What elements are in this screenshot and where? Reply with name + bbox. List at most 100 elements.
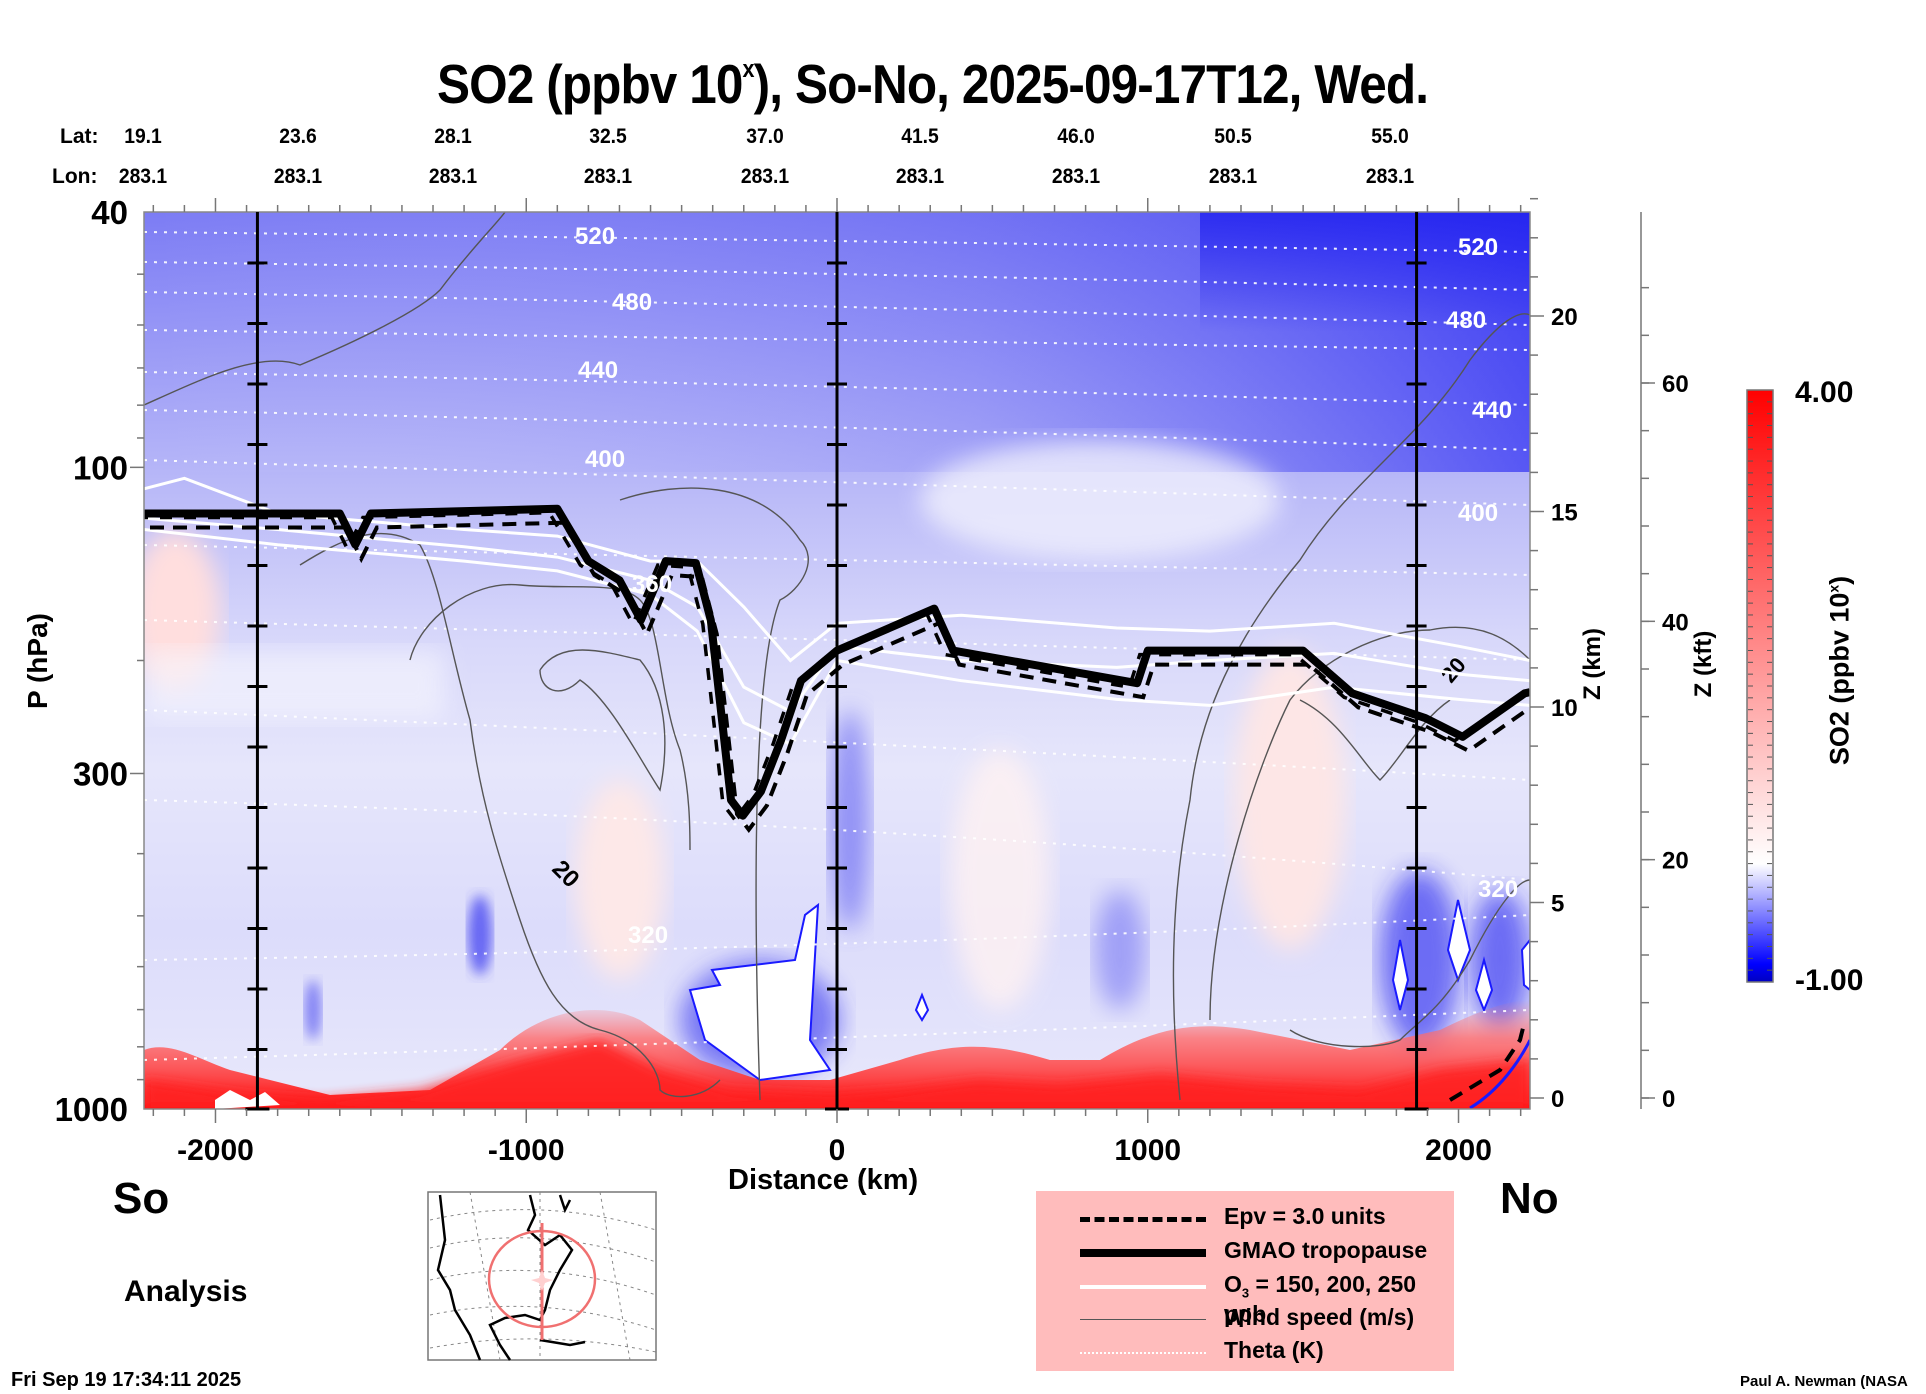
- lon-value: 283.1: [118, 165, 168, 188]
- x-axis-title: Distance (km): [728, 1164, 919, 1196]
- legend-swatch-dashed: [1080, 1217, 1206, 1222]
- colorbar-min-label: -1.00: [1795, 964, 1864, 997]
- south-label: So: [113, 1174, 170, 1223]
- legend-label: GMAO tropopause: [1224, 1237, 1428, 1263]
- z-km-tick-label: 5: [1551, 891, 1564, 918]
- lon-value: 283.1: [740, 165, 790, 188]
- field-saturated-patch: [688, 902, 832, 1082]
- x-tick-label: 1000: [1114, 1134, 1181, 1167]
- theta-label: 320: [628, 922, 668, 949]
- field-light-patch: [920, 440, 1280, 560]
- legend-label: Wind speed (m/s): [1224, 1304, 1415, 1330]
- colorbar-ticks: [1748, 401, 1772, 971]
- lon-value: 283.1: [895, 165, 945, 188]
- legend-swatch-thick: [1080, 1249, 1206, 1257]
- field-pink-patch: [1235, 650, 1345, 950]
- analysis-label: Analysis: [124, 1275, 248, 1308]
- chart-title: SO2 (ppbv 10x), So-No, 2025-09-17T12, We…: [437, 53, 1429, 115]
- legend-item-wind: Wind speed (m/s): [1036, 1304, 1454, 1334]
- z-km-axis-title: Z (km): [1579, 628, 1606, 700]
- x-tick-label: -1000: [488, 1134, 565, 1167]
- theta-label: 400: [1458, 500, 1498, 527]
- lat-value: 41.5: [901, 125, 939, 148]
- legend-item-tropopause: GMAO tropopause: [1036, 1237, 1454, 1267]
- theta-label: 360: [632, 571, 672, 598]
- theta-contour: [144, 1009, 1530, 1061]
- legend-swatch-thin: [1080, 1319, 1206, 1320]
- theta-contour: [144, 799, 1530, 881]
- z-kft-tick-label: 0: [1662, 1086, 1675, 1113]
- wind-contour: [1289, 879, 1530, 1048]
- theta-labels: 520 480 440 400 360 320 520 480 440 400 320: [575, 223, 1518, 949]
- x-tick-label: -2000: [177, 1134, 254, 1167]
- y-tick-label: 100: [73, 449, 128, 486]
- axis-ticks: [130, 197, 1655, 1123]
- z-km-tick-label: 10: [1551, 695, 1578, 722]
- wind-contour: [1209, 626, 1530, 1021]
- field-pink-patch: [950, 750, 1050, 1010]
- legend-item-ozone: O3 = 150, 200, 250 ppb: [1036, 1271, 1454, 1327]
- tick-labels: -2000 -1000 0 1000 2000 40 100 300 1000 0 5 10 15 20 0…: [55, 194, 1689, 1167]
- legend-label: Epv = 3.0 units: [1224, 1203, 1386, 1229]
- theta-label: 320: [1478, 876, 1518, 903]
- field-top-right-dark: [1200, 212, 1530, 332]
- colorbar-title: SO2 (ppbv 10x): [1824, 575, 1855, 766]
- wind-contour: [619, 487, 809, 1101]
- lon-value: 283.1: [583, 165, 633, 188]
- theta-label: 480: [1446, 307, 1486, 334]
- wind-contour: [1299, 699, 1451, 781]
- epv-contour: [1448, 1019, 1527, 1102]
- lat-value: 46.0: [1057, 125, 1095, 148]
- legend-item-epv: Epv = 3.0 units: [1036, 1203, 1454, 1233]
- field-saturated-patch: [1474, 956, 1494, 1013]
- theta-label: 440: [578, 357, 618, 384]
- reference-lines: [245, 212, 1429, 1111]
- z-km-tick-label: 20: [1551, 304, 1578, 331]
- y-tick-label: 1000: [55, 1091, 128, 1128]
- theta-contours: [144, 231, 1530, 1061]
- field-saturated-patch: [914, 992, 930, 1022]
- z-km-tick-label: 15: [1551, 500, 1578, 527]
- lat-value: 55.0: [1371, 125, 1409, 148]
- map-coastlines: [436, 1194, 586, 1361]
- field-saturated-patch: [215, 1090, 280, 1109]
- theta-label: 440: [1472, 397, 1512, 424]
- field-blue-streak: [1380, 870, 1460, 1050]
- lat-value: 50.5: [1214, 125, 1252, 148]
- lon-value: 283.1: [1365, 165, 1415, 188]
- north-label: No: [1500, 1174, 1559, 1223]
- wind-contour: [409, 583, 691, 851]
- z-kft-axis-title: Z (kft): [1690, 630, 1717, 698]
- legend-label: Theta (K): [1224, 1337, 1324, 1363]
- tropopause-line: [144, 504, 1530, 820]
- theta-label: 520: [1458, 234, 1498, 261]
- z-kft-tick-label: 60: [1662, 371, 1689, 398]
- tropopause-polyline: [144, 504, 1530, 820]
- lat-value: 23.6: [279, 125, 317, 148]
- field-pink-patch: [144, 530, 220, 690]
- x-tick-label: 0: [829, 1134, 846, 1167]
- theta-label: 400: [585, 446, 625, 473]
- lon-value: 283.1: [1051, 165, 1101, 188]
- lat-value: 28.1: [434, 125, 472, 148]
- colorbar-max-label: 4.00: [1795, 376, 1854, 409]
- field-blue-streak: [468, 895, 492, 975]
- field-saturated-patch: [1520, 938, 1530, 992]
- lon-label: Lon:: [52, 165, 98, 188]
- epv-contour: [144, 510, 1523, 823]
- lat-label: Lat:: [60, 125, 99, 148]
- lat-value: 37.0: [746, 125, 784, 148]
- field-saturated-patch: [1391, 939, 1410, 1011]
- y-tick-label: 40: [91, 194, 128, 231]
- field-blue-streak: [830, 710, 870, 930]
- timestamp: Fri Sep 19 17:34:11 2025: [11, 1369, 242, 1391]
- map-inset: [427, 1191, 657, 1361]
- theta-label: 480: [612, 289, 652, 316]
- lat-value: 19.1: [124, 125, 162, 148]
- lon-value: 283.1: [428, 165, 478, 188]
- legend-swatch-white: [1080, 1285, 1206, 1289]
- legend: Epv = 3.0 units GMAO tropopause O3 = 150…: [1036, 1191, 1454, 1371]
- credit: Paul A. Newman (NASA: [1740, 1373, 1908, 1390]
